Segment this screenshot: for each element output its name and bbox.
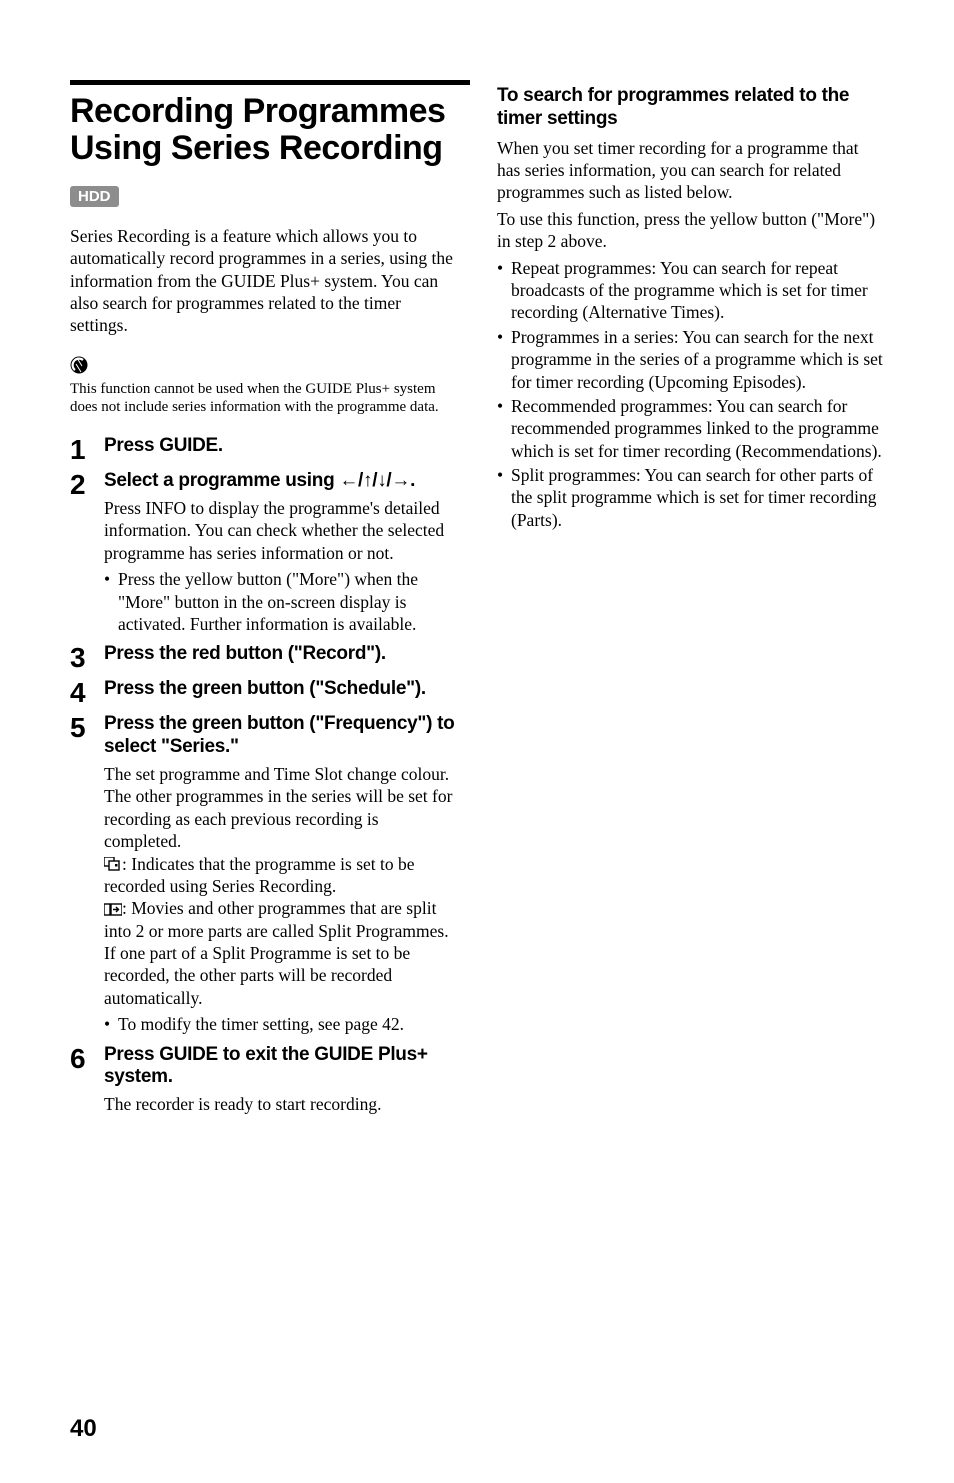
step-2: 2 Select a programme using ←/↑/↓/→. Pres… — [70, 470, 457, 637]
list-item: Repeat programmes: You can search for re… — [497, 257, 884, 324]
left-column: Recording Programmes Using Series Record… — [70, 85, 457, 1122]
sub-heading: To search for programmes related to the … — [497, 85, 884, 131]
note-icon — [70, 355, 457, 378]
right-bullets: Repeat programmes: You can search for re… — [497, 257, 884, 532]
step-5: 5 Press the green button ("Frequency") t… — [70, 713, 457, 1037]
step-1: 1 Press GUIDE. — [70, 435, 457, 464]
body-paragraph: When you set timer recording for a progr… — [497, 137, 884, 204]
split-glyph-text: : Movies and other programmes that are s… — [104, 898, 449, 1008]
intro-paragraph: Series Recording is a feature which allo… — [70, 225, 457, 337]
step-text: The recorder is ready to start recording… — [104, 1093, 457, 1115]
arrow-keys-icon: ←/↑/↓/→ — [339, 470, 410, 491]
step-number: 3 — [70, 643, 104, 672]
step-heading-pre: Select a programme using — [104, 470, 339, 491]
step-heading: Press GUIDE to exit the GUIDE Plus+ syst… — [104, 1044, 457, 1090]
step-4: 4 Press the green button ("Schedule"). — [70, 678, 457, 707]
main-title: Recording Programmes Using Series Record… — [70, 93, 457, 168]
note-body: This function cannot be used when the GU… — [70, 380, 457, 418]
step-number: 1 — [70, 435, 104, 464]
step-heading-post: . — [410, 470, 415, 491]
step-number: 2 — [70, 470, 104, 499]
step-bullets: Press the yellow button ("More") when th… — [104, 568, 457, 635]
step-6: 6 Press GUIDE to exit the GUIDE Plus+ sy… — [70, 1044, 457, 1116]
step-text: Press INFO to display the programme's de… — [104, 497, 457, 564]
list-item: To modify the timer setting, see page 42… — [104, 1013, 457, 1035]
list-item: Recommended programmes: You can search f… — [497, 395, 884, 462]
series-glyph-line: : Indicates that the programme is set to… — [104, 853, 457, 898]
list-item: Programmes in a series: You can search f… — [497, 326, 884, 393]
step-heading: Press the red button ("Record"). — [104, 643, 457, 666]
right-column: To search for programmes related to the … — [497, 85, 884, 1122]
body-paragraph: To use this function, press the yellow b… — [497, 208, 884, 253]
step-heading: Press the green button ("Frequency") to … — [104, 713, 457, 759]
list-item: Split programmes: You can search for oth… — [497, 464, 884, 531]
step-number: 6 — [70, 1044, 104, 1073]
step-heading: Press the green button ("Schedule"). — [104, 678, 457, 701]
step-3: 3 Press the red button ("Record"). — [70, 643, 457, 672]
step-text: The set programme and Time Slot change c… — [104, 763, 457, 853]
two-column-layout: Recording Programmes Using Series Record… — [70, 85, 884, 1122]
hdd-badge: HDD — [70, 186, 119, 207]
list-item: Press the yellow button ("More") when th… — [104, 568, 457, 635]
split-glyph-line: : Movies and other programmes that are s… — [104, 897, 457, 1009]
step-number: 4 — [70, 678, 104, 707]
split-icon — [104, 903, 122, 916]
page-number: 40 — [70, 1415, 97, 1443]
series-glyph-text: : Indicates that the programme is set to… — [104, 854, 415, 896]
step-bullets: To modify the timer setting, see page 42… — [104, 1013, 457, 1035]
step-number: 5 — [70, 713, 104, 742]
series-icon — [104, 857, 122, 872]
step-heading: Press GUIDE. — [104, 435, 457, 458]
step-heading: Select a programme using ←/↑/↓/→. — [104, 470, 457, 493]
